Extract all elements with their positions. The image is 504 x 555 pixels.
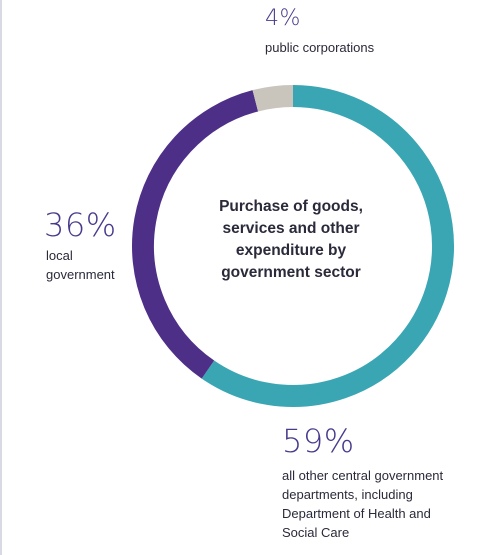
slice-percent-public-corporations: 4% bbox=[265, 6, 301, 31]
slice-label-public-corporations: public corporations bbox=[265, 40, 375, 55]
donut-slice-public bbox=[252, 85, 294, 112]
slice-percent-local-government: 36% bbox=[44, 206, 117, 244]
slice-label-local-government: local government bbox=[46, 248, 115, 282]
donut-slice-local bbox=[132, 90, 259, 379]
chart-title: Purchase of goods, services and other ex… bbox=[219, 198, 363, 281]
slice-label-central-government: all other central government departments… bbox=[282, 468, 444, 540]
donut-slice-all bbox=[201, 85, 454, 407]
left-divider bbox=[0, 0, 2, 555]
slice-percent-central-government: 59% bbox=[282, 422, 355, 460]
